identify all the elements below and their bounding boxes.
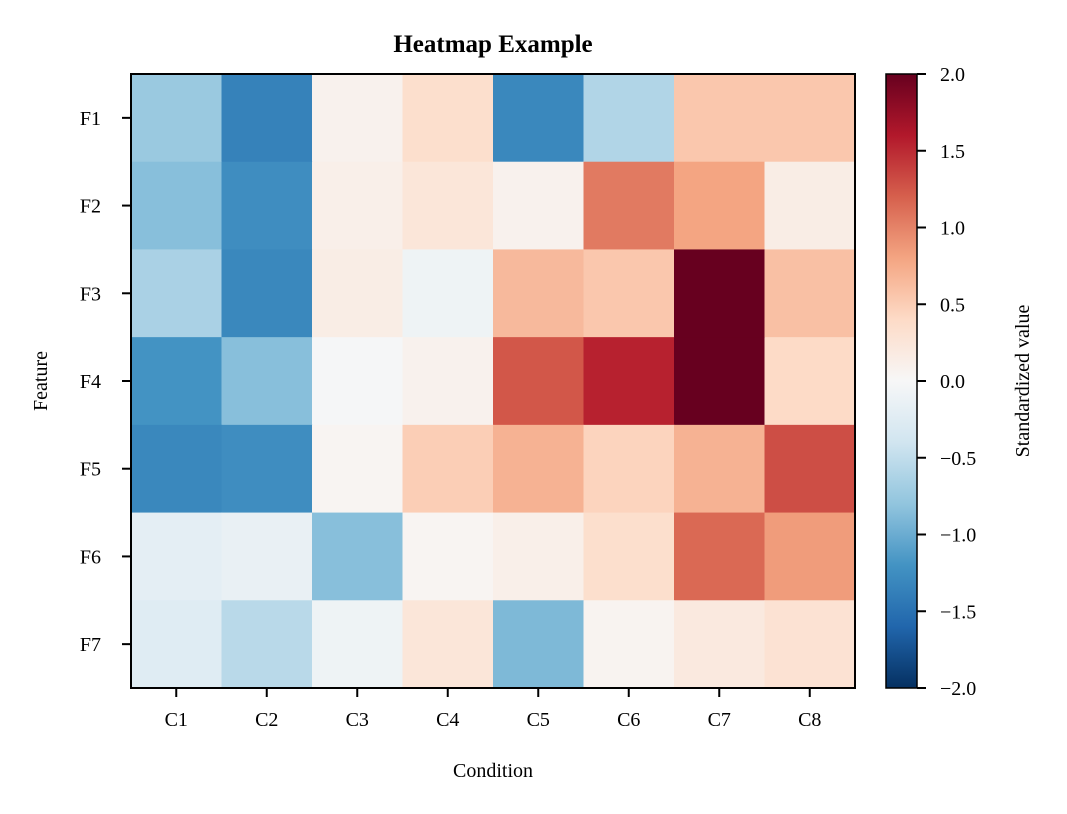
heatmap-cell — [221, 337, 313, 426]
heatmap-cell — [402, 424, 494, 514]
heatmap-cell — [221, 424, 313, 514]
heatmap-cell — [493, 512, 585, 601]
y-tick-label: F3 — [80, 283, 101, 305]
heatmap-cell — [221, 249, 313, 338]
x-tick-label: C6 — [617, 709, 640, 731]
colorbar-tick-label: −2.0 — [940, 678, 976, 700]
x-tick-label: C2 — [255, 709, 278, 731]
heatmap-cell — [674, 337, 766, 426]
colorbar-tick-label: −0.5 — [940, 448, 976, 470]
heatmap-cell — [764, 161, 856, 251]
heatmap-cell — [493, 424, 585, 514]
x-tick-label: C8 — [798, 709, 821, 731]
heatmap-cell — [312, 337, 404, 426]
heatmap-cell — [493, 600, 585, 689]
heatmap-cell — [583, 424, 675, 514]
colorbar-tick-label: 0.5 — [940, 294, 965, 316]
heatmap-cell — [221, 600, 313, 689]
heatmap-cell — [402, 249, 494, 338]
x-axis-label: Condition — [453, 760, 533, 782]
heatmap-cell — [583, 161, 675, 251]
heatmap-cell — [493, 337, 585, 426]
heatmap-cell — [402, 74, 494, 163]
heatmap-cells — [131, 74, 856, 689]
y-tick-label: F6 — [80, 546, 101, 568]
heatmap-cell — [131, 74, 223, 163]
heatmap-cell — [312, 74, 404, 163]
colorbar-tick-label: 0.0 — [940, 371, 965, 393]
heatmap-cell — [402, 512, 494, 601]
heatmap-cell — [674, 161, 766, 251]
x-axis: C1 C2 C3 C4 C5 C6 C7 C8 — [165, 688, 821, 731]
colorbar-tick-label: −1.0 — [940, 525, 976, 547]
heatmap-cell — [674, 600, 766, 689]
heatmap-cell — [312, 600, 404, 689]
heatmap-cell — [674, 424, 766, 514]
x-tick-label: C4 — [436, 709, 459, 731]
x-tick-label: C3 — [346, 709, 369, 731]
heatmap-cell — [131, 424, 223, 514]
heatmap-cell — [131, 512, 223, 601]
heatmap-cell — [312, 512, 404, 601]
heatmap-cell — [583, 74, 675, 163]
heatmap-cell — [131, 161, 223, 251]
y-tick-label: F2 — [80, 196, 101, 218]
colorbar-tick-label: −1.5 — [940, 601, 976, 623]
heatmap-cell — [131, 337, 223, 426]
x-tick-label: C5 — [527, 709, 550, 731]
heatmap-cell — [493, 249, 585, 338]
colorbar-label: Standardized value — [1012, 305, 1034, 458]
heatmap-cell — [583, 512, 675, 601]
chart-title: Heatmap Example — [393, 31, 592, 58]
heatmap-cell — [402, 337, 494, 426]
heatmap-cell — [583, 249, 675, 338]
heatmap-cell — [674, 512, 766, 601]
heatmap-cell — [674, 249, 766, 338]
y-axis: F1 F2 F3 F4 F5 F6 F7 — [80, 108, 131, 656]
colorbar-tick-label: 1.0 — [940, 218, 965, 240]
colorbar-ticks: 2.0 1.5 1.0 0.5 0.0 −0.5 −1.0 −1.5 −2.0 — [917, 64, 976, 700]
y-tick-label: F5 — [80, 459, 101, 481]
colorbar-tick-label: 1.5 — [940, 141, 965, 163]
y-axis-label: Feature — [30, 351, 52, 411]
heatmap-cell — [764, 600, 856, 689]
heatmap-cell — [221, 161, 313, 251]
heatmap-cell — [764, 337, 856, 426]
colorbar-tick-label: 2.0 — [940, 64, 965, 86]
heatmap-cell — [131, 600, 223, 689]
heatmap-cell — [312, 424, 404, 514]
heatmap-cell — [493, 74, 585, 163]
x-tick-label: C7 — [708, 709, 731, 731]
heatmap-cell — [764, 74, 856, 163]
colorbar — [885, 73, 918, 689]
x-tick-label: C1 — [165, 709, 188, 731]
heatmap-cell — [312, 249, 404, 338]
heatmap-cell — [221, 74, 313, 163]
y-tick-label: F1 — [80, 108, 101, 130]
heatmap-cell — [674, 74, 766, 163]
heatmap-cell — [764, 512, 856, 601]
heatmap-cell — [764, 249, 856, 338]
y-tick-label: F7 — [80, 634, 101, 656]
heatmap-cell — [583, 600, 675, 689]
heatmap-cell — [493, 161, 585, 251]
y-tick-label: F4 — [80, 371, 101, 393]
heatmap-cell — [131, 249, 223, 338]
heatmap-cell — [312, 161, 404, 251]
heatmap-cell — [764, 424, 856, 514]
heatmap-cell — [221, 512, 313, 601]
heatmap-cell — [402, 161, 494, 251]
heatmap-cell — [583, 337, 675, 426]
heatmap-cell — [402, 600, 494, 689]
